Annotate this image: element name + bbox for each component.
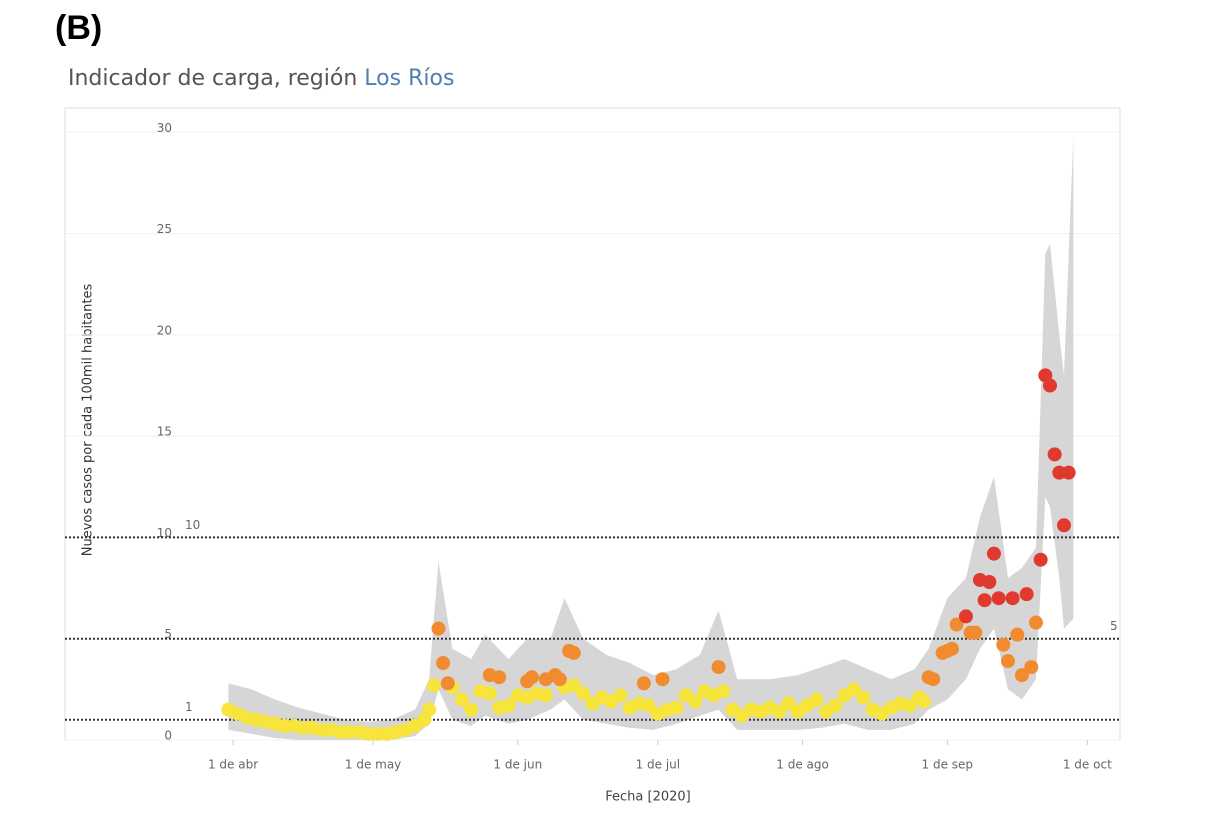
- point: [1000, 654, 1015, 668]
- y-tick-label: 30: [157, 121, 172, 135]
- y-tick-label: 20: [157, 323, 172, 337]
- point: [977, 593, 992, 608]
- x-tick-label: 1 de jul: [636, 758, 681, 772]
- point: [655, 672, 670, 687]
- point: [501, 698, 516, 713]
- x-tick-label: 1 de ago: [776, 758, 829, 772]
- point: [1014, 668, 1029, 683]
- x-tick-label: 1 de oct: [1063, 758, 1112, 772]
- point: [1024, 660, 1039, 675]
- point: [436, 656, 451, 671]
- point: [916, 694, 931, 709]
- point: [1005, 591, 1020, 606]
- x-tick-label: 1 de sep: [922, 758, 974, 772]
- point: [711, 660, 726, 675]
- point: [846, 682, 861, 697]
- y-tick-label: 10: [157, 526, 172, 540]
- point: [422, 702, 437, 717]
- point: [968, 625, 983, 640]
- point: [781, 696, 796, 711]
- y-tick-label: 0: [164, 729, 172, 743]
- point: [996, 637, 1011, 652]
- chart-title: Indicador de carga, región Los Ríos: [68, 66, 454, 91]
- x-tick-label: 1 de abr: [208, 758, 258, 772]
- point: [809, 692, 824, 707]
- point: [464, 702, 479, 717]
- point: [828, 698, 843, 713]
- point: [1033, 552, 1048, 567]
- point: [552, 672, 567, 687]
- point: [856, 690, 871, 705]
- point: [613, 688, 628, 703]
- point: [902, 698, 917, 713]
- point: [566, 678, 581, 693]
- point: [1061, 465, 1076, 480]
- x-tick-label: 1 de jun: [493, 758, 542, 772]
- y-tick-label: 25: [157, 222, 172, 236]
- title-text: Indicador de carga, región: [68, 66, 357, 91]
- point: [566, 645, 581, 660]
- confidence-band: [228, 136, 1074, 740]
- point: [958, 609, 973, 624]
- point: [669, 700, 684, 715]
- point: [926, 672, 941, 687]
- point: [426, 678, 441, 693]
- point: [1028, 615, 1043, 630]
- point: [1047, 447, 1062, 462]
- point: [991, 591, 1006, 606]
- point: [641, 698, 656, 713]
- point: [1042, 378, 1057, 393]
- point: [986, 546, 1001, 561]
- title-region: Los Ríos: [364, 66, 454, 91]
- point: [576, 686, 591, 701]
- reference-label: 10: [185, 518, 200, 532]
- point: [431, 621, 446, 636]
- point: [454, 692, 469, 707]
- point: [492, 670, 507, 685]
- point: [772, 704, 787, 719]
- x-axis-label: Fecha [2020]: [605, 790, 690, 805]
- y-tick-label: 5: [164, 627, 172, 641]
- point: [1056, 518, 1071, 533]
- point: [944, 641, 959, 656]
- point: [949, 617, 964, 632]
- point: [538, 688, 553, 703]
- point: [1010, 627, 1025, 642]
- point: [524, 670, 539, 685]
- point: [440, 676, 455, 691]
- reference-label: 1: [185, 700, 193, 714]
- point: [716, 684, 731, 699]
- panel-label: (B): [55, 9, 102, 47]
- y-tick-label: 15: [157, 425, 172, 439]
- point: [982, 575, 997, 589]
- y-axis-label: Nuevos casos por cada 100mil habitantes: [81, 284, 96, 557]
- point: [482, 686, 497, 701]
- x-tick-label: 1 de may: [345, 758, 401, 772]
- point: [688, 694, 703, 709]
- point: [1019, 587, 1034, 602]
- reference-label: 5: [1110, 619, 1118, 633]
- point: [636, 676, 651, 691]
